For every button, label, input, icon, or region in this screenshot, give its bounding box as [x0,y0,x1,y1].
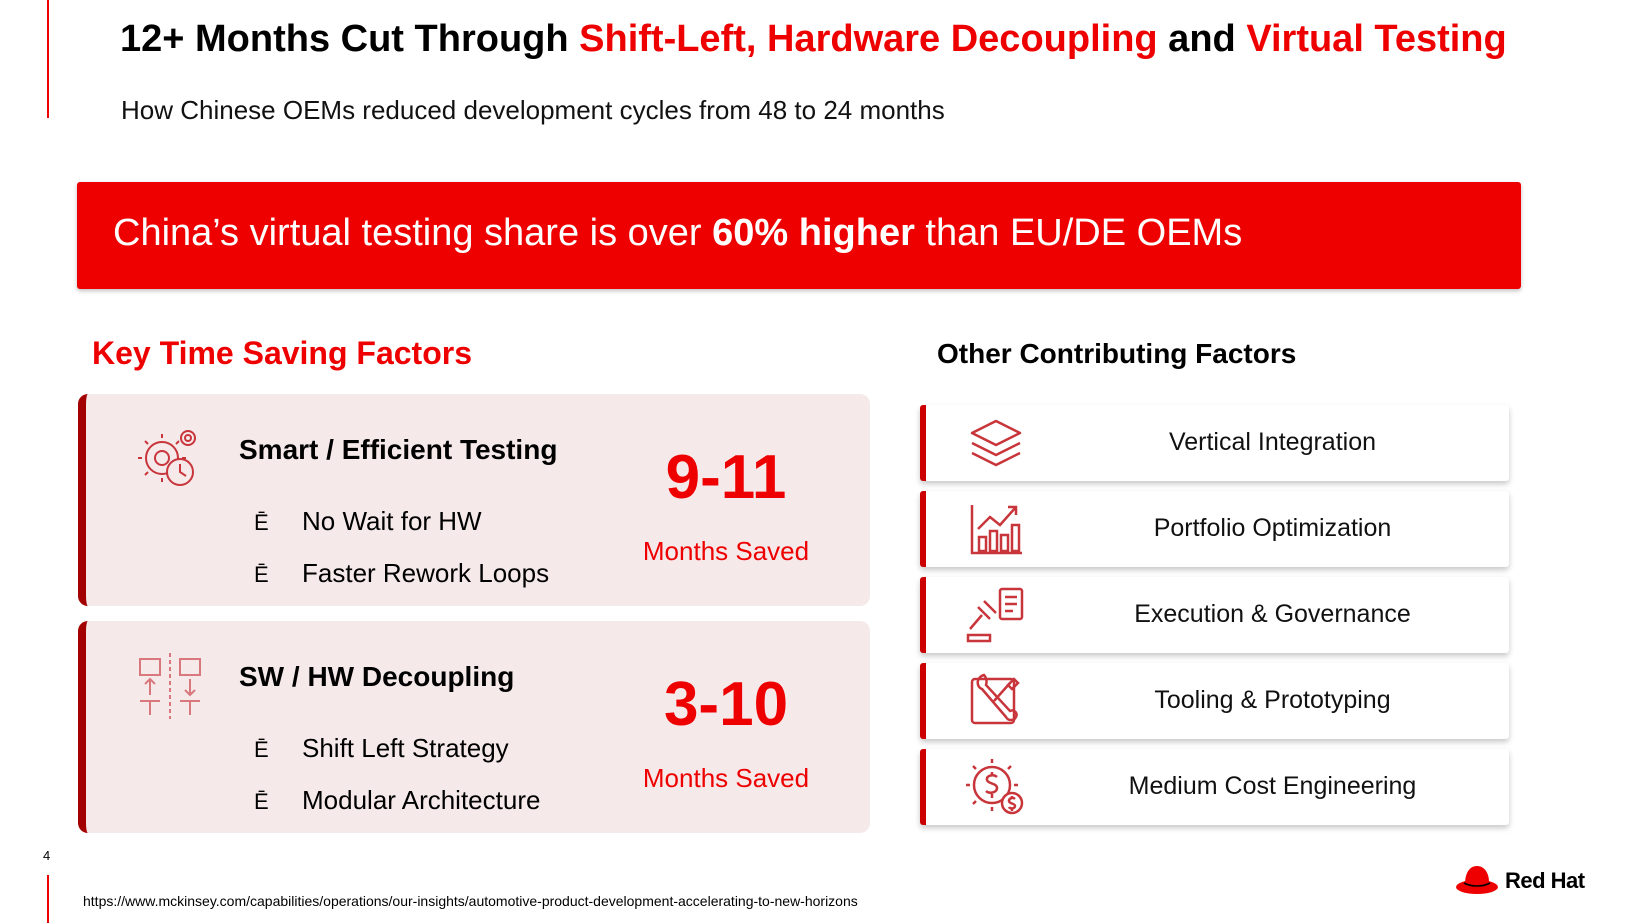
card-title: SW / HW Decoupling [239,661,515,692]
factor-label: Execution & Governance [1134,600,1411,628]
key-factors-heading: Key Time Saving Factors [92,335,472,371]
months-saved-label: Months Saved [642,536,810,566]
factor-label: Tooling & Prototyping [1154,686,1391,714]
bullet-item: Ē No Wait for HW [254,506,482,536]
factor-vertical-integration: Vertical Integration [920,405,1509,481]
bar-chart-growth-icon [970,505,1022,555]
factor-tooling-prototyping: Tooling & Prototyping [920,663,1509,739]
banner-text: China’s virtual testing share is over 60… [113,212,1243,254]
factor-portfolio-optimization: Portfolio Optimization [920,491,1509,567]
card-title: Smart / Efficient Testing [239,434,558,465]
months-saved-label: Months Saved [642,763,810,793]
page-title: 12+ Months Cut Through Shift-Left, Hardw… [120,18,1507,60]
factor-card-decoupling: SW / HW Decoupling Ē Shift Left Strategy … [78,621,870,833]
factor-label: Portfolio Optimization [1153,514,1392,542]
red-hat-icon [1456,866,1498,894]
bullet-mark: Ē [254,737,269,762]
gavel-checklist-icon [966,587,1024,643]
left-accent-line-top [47,0,49,118]
months-saved-value: 3-10 [663,670,789,739]
gear-dollar-icon [966,759,1024,815]
logo-text: Red Hat [1505,868,1585,893]
factor-medium-cost-engineering: Medium Cost Engineering [920,749,1509,825]
gears-clock-icon [138,430,196,486]
factor-card-smart-testing: Smart / Efficient Testing Ē No Wait for H… [78,394,870,606]
bullet-item: Ē Modular Architecture [254,785,541,815]
bullet-mark: Ē [254,562,269,587]
decoupling-diagram-icon [139,653,201,719]
layers-icon [970,419,1022,467]
page-subtitle: How Chinese OEMs reduced development cyc… [121,95,945,125]
page-number: 4 [43,848,51,863]
factor-label: Vertical Integration [1168,428,1377,456]
wrench-tools-icon [970,673,1020,725]
left-accent-line-bottom [47,875,49,923]
other-factors-heading: Other Contributing Factors [937,338,1297,369]
factor-execution-governance: Execution & Governance [920,577,1509,653]
highlight-banner: China’s virtual testing share is over 60… [77,182,1521,289]
factor-label: Medium Cost Engineering [1128,772,1417,800]
bullet-item: Ē Faster Rework Loops [254,558,550,588]
red-hat-logo: Red Hat [1455,862,1595,898]
bullet-mark: Ē [254,510,269,535]
bullet-mark: Ē [254,789,269,814]
bullet-item: Ē Shift Left Strategy [254,733,509,763]
source-url[interactable]: https://www.mckinsey.com/capabilities/op… [83,893,858,909]
months-saved-value: 9-11 [665,443,787,512]
